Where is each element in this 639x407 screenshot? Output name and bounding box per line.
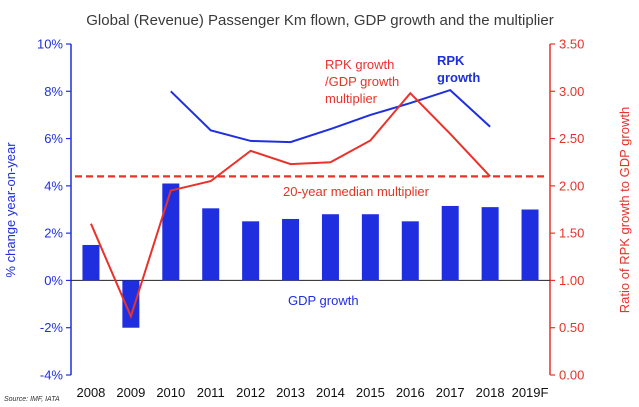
x-tick-label: 2009 xyxy=(116,385,145,400)
gdp-label: GDP growth xyxy=(288,293,359,308)
chart-title: Global (Revenue) Passenger Km flown, GDP… xyxy=(86,12,553,29)
gdp-bar xyxy=(521,209,539,281)
left-tick-label: -4% xyxy=(40,368,64,383)
x-tick-label: 2014 xyxy=(316,385,345,400)
right-axis-label: Ratio of RPK growth to GDP growth xyxy=(617,107,632,313)
gdp-bar xyxy=(162,183,180,281)
x-axis-ticks: 2008 2009 2010 2011 2012 2013 2014 2015 2016 2017… xyxy=(76,385,548,400)
gdp-bar xyxy=(481,207,499,281)
rpk-label-line2: growth xyxy=(437,70,480,85)
right-tick-label: 2.50 xyxy=(559,131,584,146)
gdp-bar xyxy=(282,218,300,281)
x-tick-label: 2010 xyxy=(156,385,185,400)
x-tick-label: 2008 xyxy=(76,385,105,400)
left-tick-label: 0% xyxy=(44,273,63,288)
left-tick-label: 6% xyxy=(44,131,63,146)
x-tick-label: 2017 xyxy=(436,385,465,400)
x-tick-label: 2012 xyxy=(236,385,265,400)
rpk-growth-line xyxy=(170,88,491,144)
multiplier-label-line3: multiplier xyxy=(325,91,378,106)
gdp-bar xyxy=(122,280,140,328)
multiplier-label-line2: /GDP growth xyxy=(325,74,399,89)
right-tick-label: 1.50 xyxy=(559,226,584,241)
multiplier-label-line1: RPK growth xyxy=(325,57,394,72)
gdp-bar xyxy=(401,221,419,281)
gdp-bar xyxy=(441,205,459,281)
x-tick-label: 2011 xyxy=(197,385,225,400)
gdp-bar xyxy=(361,214,379,281)
right-tick-label: 0.00 xyxy=(559,368,584,383)
x-tick-label: 2018 xyxy=(476,385,505,400)
gdp-bar xyxy=(321,214,339,281)
x-tick-label: 2013 xyxy=(276,385,305,400)
right-axis-ticks: 0.00 0.50 1.00 1.50 2.00 2.50 3.00 3.50 xyxy=(550,37,584,383)
source-note: Source: IMF, IATA xyxy=(4,396,60,403)
multiplier-line xyxy=(90,91,491,320)
left-tick-label: 4% xyxy=(44,178,63,193)
gdp-bar xyxy=(202,208,220,281)
gdp-bar xyxy=(242,221,260,281)
right-tick-label: 1.00 xyxy=(559,273,584,288)
left-axis-label: % change year-on-year xyxy=(3,142,18,278)
left-tick-label: 8% xyxy=(44,84,63,99)
rpk-label-line1: RPK xyxy=(437,53,465,68)
right-tick-label: 3.50 xyxy=(559,37,584,52)
right-tick-label: 3.00 xyxy=(559,84,584,99)
x-tick-label: 2016 xyxy=(396,385,425,400)
gdp-bar xyxy=(82,244,100,281)
left-axis-ticks: -4% -2% 0% 2% 4% 6% 8% 10% xyxy=(37,37,71,383)
x-tick-label: 2019F xyxy=(512,385,549,400)
x-tick-label: 2015 xyxy=(356,385,385,400)
median-label: 20-year median multiplier xyxy=(283,184,430,199)
left-tick-label: 10% xyxy=(37,37,63,52)
left-tick-label: -2% xyxy=(40,320,64,335)
right-tick-label: 2.00 xyxy=(559,178,584,193)
right-tick-label: 0.50 xyxy=(559,320,584,335)
gdp-bars xyxy=(82,183,539,328)
left-tick-label: 2% xyxy=(44,226,63,241)
